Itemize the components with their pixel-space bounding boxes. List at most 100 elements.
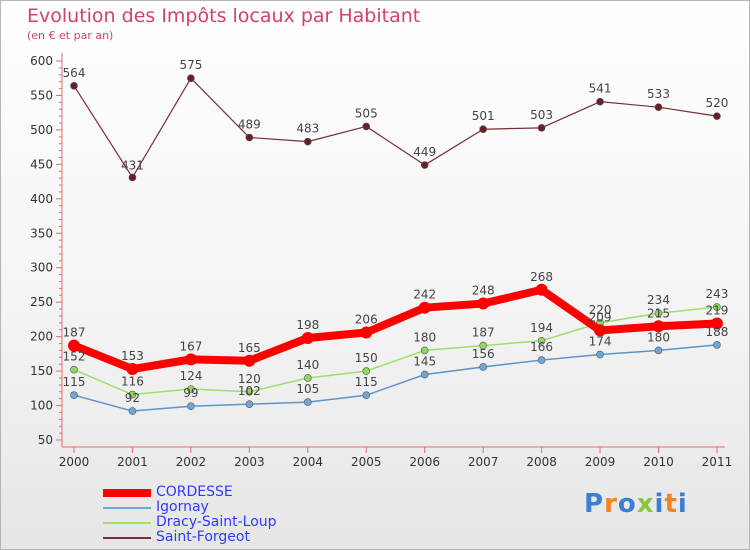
data-label: 194 <box>530 321 553 335</box>
data-label: 102 <box>238 384 261 398</box>
x-tick-label: 2001 <box>117 455 148 469</box>
logo-letter: r <box>604 489 618 519</box>
data-label: 180 <box>413 330 436 344</box>
series-line <box>73 77 718 179</box>
data-point <box>596 350 604 359</box>
data-label: 234 <box>647 293 670 307</box>
data-point <box>654 103 663 111</box>
data-point <box>245 387 254 396</box>
data-label: 483 <box>296 122 319 136</box>
data-label: 174 <box>589 335 612 349</box>
y-tick-label: 450 <box>30 157 53 171</box>
y-tick-label: 600 <box>30 54 53 68</box>
data-point <box>362 367 371 375</box>
y-tick-label: 250 <box>30 295 53 309</box>
y-tick-label: 500 <box>30 123 53 137</box>
y-tick-label: 550 <box>30 88 53 102</box>
legend-swatch <box>103 489 151 497</box>
data-label: 541 <box>589 82 612 96</box>
legend-label: Saint-Forgeot <box>156 529 250 545</box>
data-point <box>418 301 431 314</box>
data-label: 449 <box>413 145 436 159</box>
data-point <box>420 161 429 169</box>
data-point <box>537 336 546 345</box>
legend-label: Dracy-Saint-Loup <box>156 514 277 530</box>
legend-swatch <box>103 537 151 539</box>
data-label: 150 <box>355 351 378 365</box>
x-tick-label: 2000 <box>59 455 90 469</box>
data-label: 243 <box>705 287 728 301</box>
data-point <box>477 297 490 310</box>
y-tick-label: 200 <box>30 330 53 344</box>
data-label: 206 <box>355 313 378 327</box>
data-label: 153 <box>121 349 144 363</box>
data-label: 92 <box>125 391 140 405</box>
y-tick-label: 100 <box>30 399 53 413</box>
data-point <box>479 341 487 350</box>
chart-title: Evolution des Impôts locaux par Habitant <box>27 5 421 27</box>
data-label: 533 <box>647 87 670 101</box>
legend-item: Saint-Forgeot <box>103 529 343 545</box>
data-point <box>187 74 195 83</box>
data-label: 215 <box>647 306 670 320</box>
data-point <box>70 391 78 400</box>
data-label: 505 <box>355 106 378 120</box>
data-label: 219 <box>705 304 728 318</box>
data-point <box>654 346 663 355</box>
data-point <box>420 370 429 379</box>
x-tick-label: 2002 <box>176 455 207 469</box>
data-point <box>187 385 195 393</box>
data-label: 268 <box>530 270 553 284</box>
data-label: 489 <box>238 117 261 131</box>
legend-item: Igornay <box>103 499 343 515</box>
data-point <box>594 324 607 337</box>
data-label: 120 <box>238 372 261 386</box>
y-tick-label: 350 <box>30 226 53 240</box>
chart-subtitle: (en € et par an) <box>27 29 114 42</box>
data-point <box>126 363 139 376</box>
series-line <box>73 344 718 412</box>
logo-letter: i <box>654 489 665 519</box>
data-label: 180 <box>647 330 670 344</box>
data-point <box>535 283 548 296</box>
data-point <box>537 124 546 132</box>
x-tick-label: 2004 <box>293 455 324 469</box>
series-line <box>70 285 721 374</box>
data-point <box>128 390 137 399</box>
x-tick-label: 2003 <box>234 455 265 469</box>
data-label: 220 <box>589 303 612 317</box>
proxiti-logo: Proxiti <box>584 489 688 519</box>
data-point <box>187 402 195 411</box>
data-label: 166 <box>530 340 553 354</box>
x-tick-label: 2006 <box>409 455 440 469</box>
data-label: 116 <box>121 375 144 389</box>
data-label: 503 <box>530 108 553 122</box>
data-point <box>652 320 665 333</box>
data-point <box>243 354 256 367</box>
data-point <box>596 97 604 106</box>
data-point <box>537 356 546 364</box>
data-label: 152 <box>63 350 86 364</box>
legend-swatch <box>103 522 151 524</box>
series-line <box>73 306 718 396</box>
data-point <box>479 125 487 134</box>
data-point <box>70 365 78 374</box>
x-tick-label: 2007 <box>468 455 499 469</box>
logo-letter: i <box>677 489 688 519</box>
data-label: 564 <box>63 66 86 80</box>
data-label: 209 <box>589 310 612 324</box>
data-label: 140 <box>296 358 319 372</box>
data-point <box>710 317 723 330</box>
data-label: 115 <box>63 375 86 389</box>
logo-letter: t <box>664 489 678 519</box>
y-tick-label: 400 <box>30 192 53 206</box>
data-point <box>360 326 373 339</box>
legend-label: Igornay <box>156 499 209 515</box>
data-point <box>184 353 197 366</box>
data-point <box>128 407 137 415</box>
data-point <box>303 398 312 406</box>
data-label: 115 <box>355 375 378 389</box>
logo-letter: P <box>584 489 605 519</box>
